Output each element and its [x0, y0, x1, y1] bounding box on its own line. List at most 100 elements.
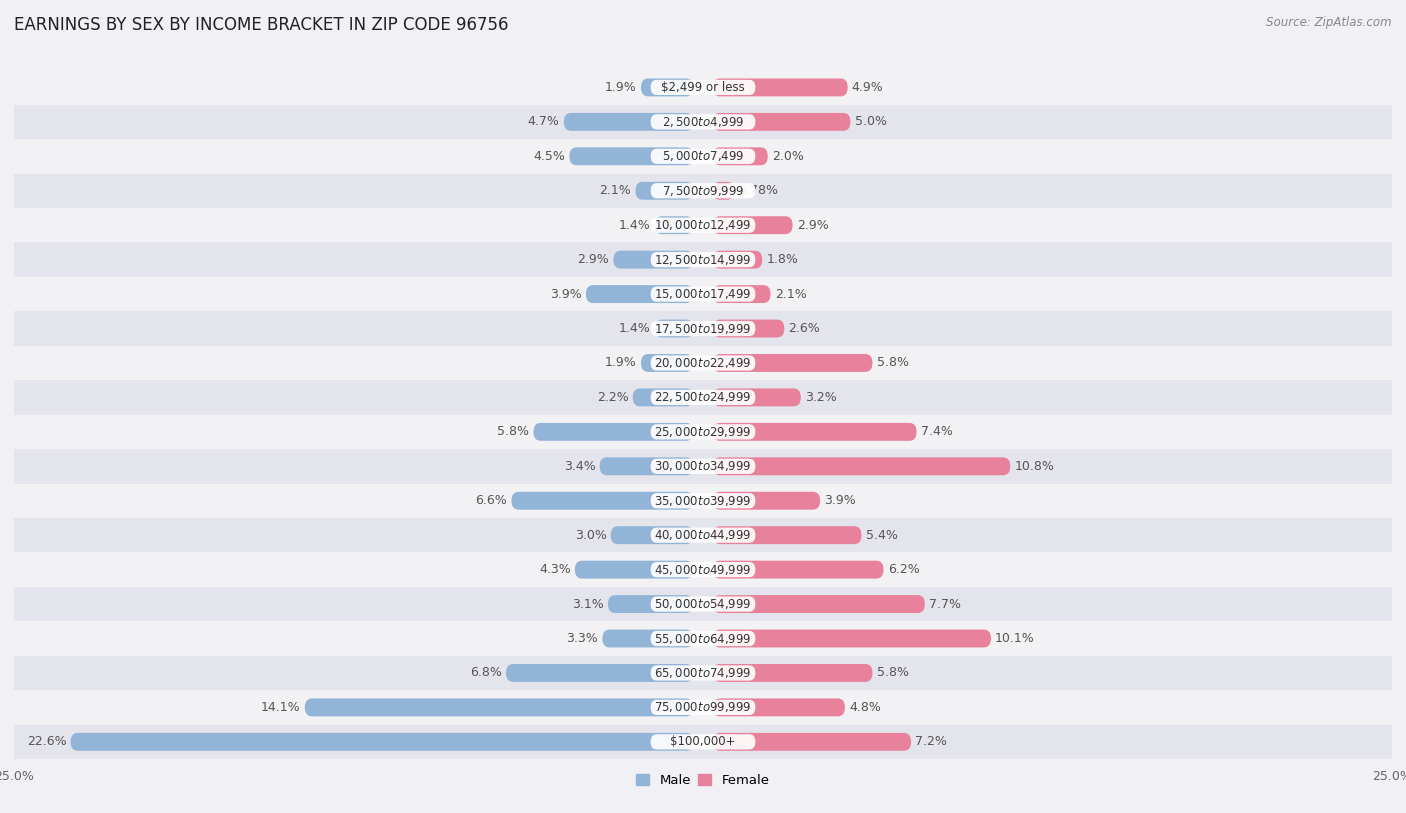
FancyBboxPatch shape: [651, 286, 755, 302]
FancyBboxPatch shape: [599, 458, 693, 476]
FancyBboxPatch shape: [651, 218, 755, 233]
FancyBboxPatch shape: [651, 355, 755, 371]
FancyBboxPatch shape: [651, 424, 755, 440]
FancyBboxPatch shape: [713, 79, 848, 97]
Bar: [14, 415, 1392, 449]
Bar: [14, 277, 1392, 311]
FancyBboxPatch shape: [713, 320, 785, 337]
Text: 5.0%: 5.0%: [855, 115, 887, 128]
FancyBboxPatch shape: [651, 80, 755, 95]
FancyBboxPatch shape: [651, 459, 755, 474]
FancyBboxPatch shape: [506, 664, 693, 682]
FancyBboxPatch shape: [713, 733, 911, 750]
Text: 2.1%: 2.1%: [775, 288, 807, 301]
Bar: [14, 690, 1392, 724]
FancyBboxPatch shape: [713, 113, 851, 131]
Text: 3.0%: 3.0%: [575, 528, 606, 541]
Text: $2,500 to $4,999: $2,500 to $4,999: [662, 115, 744, 129]
Text: $25,000 to $29,999: $25,000 to $29,999: [654, 425, 752, 439]
Bar: [14, 380, 1392, 415]
Text: 10.1%: 10.1%: [995, 632, 1035, 645]
Bar: [14, 724, 1392, 759]
Text: 1.9%: 1.9%: [605, 356, 637, 369]
FancyBboxPatch shape: [569, 147, 693, 165]
Text: $55,000 to $64,999: $55,000 to $64,999: [654, 632, 752, 646]
FancyBboxPatch shape: [512, 492, 693, 510]
FancyBboxPatch shape: [713, 285, 770, 303]
FancyBboxPatch shape: [713, 595, 925, 613]
Text: 7.7%: 7.7%: [929, 598, 960, 611]
Text: 10.8%: 10.8%: [1014, 460, 1054, 473]
Bar: [14, 484, 1392, 518]
Text: $45,000 to $49,999: $45,000 to $49,999: [654, 563, 752, 576]
FancyBboxPatch shape: [713, 147, 768, 165]
FancyBboxPatch shape: [651, 665, 755, 680]
Text: 5.8%: 5.8%: [876, 667, 908, 680]
Text: 3.3%: 3.3%: [567, 632, 599, 645]
Text: 3.4%: 3.4%: [564, 460, 596, 473]
FancyBboxPatch shape: [713, 664, 873, 682]
FancyBboxPatch shape: [651, 389, 755, 405]
FancyBboxPatch shape: [651, 183, 755, 198]
Text: $50,000 to $54,999: $50,000 to $54,999: [654, 597, 752, 611]
FancyBboxPatch shape: [564, 113, 693, 131]
FancyBboxPatch shape: [713, 458, 1011, 476]
Text: 14.1%: 14.1%: [262, 701, 301, 714]
FancyBboxPatch shape: [651, 528, 755, 543]
Text: 1.8%: 1.8%: [766, 253, 799, 266]
FancyBboxPatch shape: [641, 354, 693, 372]
Text: $75,000 to $99,999: $75,000 to $99,999: [654, 700, 752, 715]
FancyBboxPatch shape: [575, 561, 693, 579]
FancyBboxPatch shape: [713, 216, 793, 234]
Bar: [14, 208, 1392, 242]
Text: 2.2%: 2.2%: [596, 391, 628, 404]
Text: $12,500 to $14,999: $12,500 to $14,999: [654, 253, 752, 267]
Bar: [14, 449, 1392, 484]
Text: 4.5%: 4.5%: [533, 150, 565, 163]
Bar: [14, 621, 1392, 656]
Text: 1.9%: 1.9%: [605, 81, 637, 94]
FancyBboxPatch shape: [713, 492, 820, 510]
FancyBboxPatch shape: [651, 597, 755, 611]
Text: 4.8%: 4.8%: [849, 701, 882, 714]
Text: 5.4%: 5.4%: [866, 528, 897, 541]
FancyBboxPatch shape: [610, 526, 693, 544]
Bar: [14, 242, 1392, 277]
FancyBboxPatch shape: [713, 354, 873, 372]
Bar: [14, 173, 1392, 208]
Bar: [14, 139, 1392, 173]
Text: $35,000 to $39,999: $35,000 to $39,999: [654, 493, 752, 508]
Text: 5.8%: 5.8%: [498, 425, 530, 438]
Text: 1.4%: 1.4%: [619, 322, 651, 335]
Text: 2.9%: 2.9%: [578, 253, 609, 266]
FancyBboxPatch shape: [641, 79, 693, 97]
FancyBboxPatch shape: [70, 733, 693, 750]
Bar: [14, 656, 1392, 690]
Text: $17,500 to $19,999: $17,500 to $19,999: [654, 321, 752, 336]
FancyBboxPatch shape: [655, 320, 693, 337]
Text: 3.9%: 3.9%: [824, 494, 856, 507]
FancyBboxPatch shape: [713, 629, 991, 647]
FancyBboxPatch shape: [651, 493, 755, 508]
Legend: Male, Female: Male, Female: [631, 769, 775, 793]
Text: $30,000 to $34,999: $30,000 to $34,999: [654, 459, 752, 473]
FancyBboxPatch shape: [713, 423, 917, 441]
FancyBboxPatch shape: [613, 250, 693, 268]
Bar: [14, 70, 1392, 105]
Text: $22,500 to $24,999: $22,500 to $24,999: [654, 390, 752, 404]
Text: 22.6%: 22.6%: [27, 735, 66, 748]
FancyBboxPatch shape: [651, 115, 755, 129]
FancyBboxPatch shape: [636, 182, 693, 200]
FancyBboxPatch shape: [602, 629, 693, 647]
Text: $40,000 to $44,999: $40,000 to $44,999: [654, 528, 752, 542]
FancyBboxPatch shape: [305, 698, 693, 716]
FancyBboxPatch shape: [713, 250, 762, 268]
Bar: [14, 518, 1392, 552]
FancyBboxPatch shape: [651, 321, 755, 336]
Text: Source: ZipAtlas.com: Source: ZipAtlas.com: [1267, 16, 1392, 29]
Text: 4.9%: 4.9%: [852, 81, 883, 94]
Text: EARNINGS BY SEX BY INCOME BRACKET IN ZIP CODE 96756: EARNINGS BY SEX BY INCOME BRACKET IN ZIP…: [14, 16, 509, 34]
Text: 0.78%: 0.78%: [738, 185, 779, 198]
FancyBboxPatch shape: [651, 700, 755, 715]
Text: 1.4%: 1.4%: [619, 219, 651, 232]
